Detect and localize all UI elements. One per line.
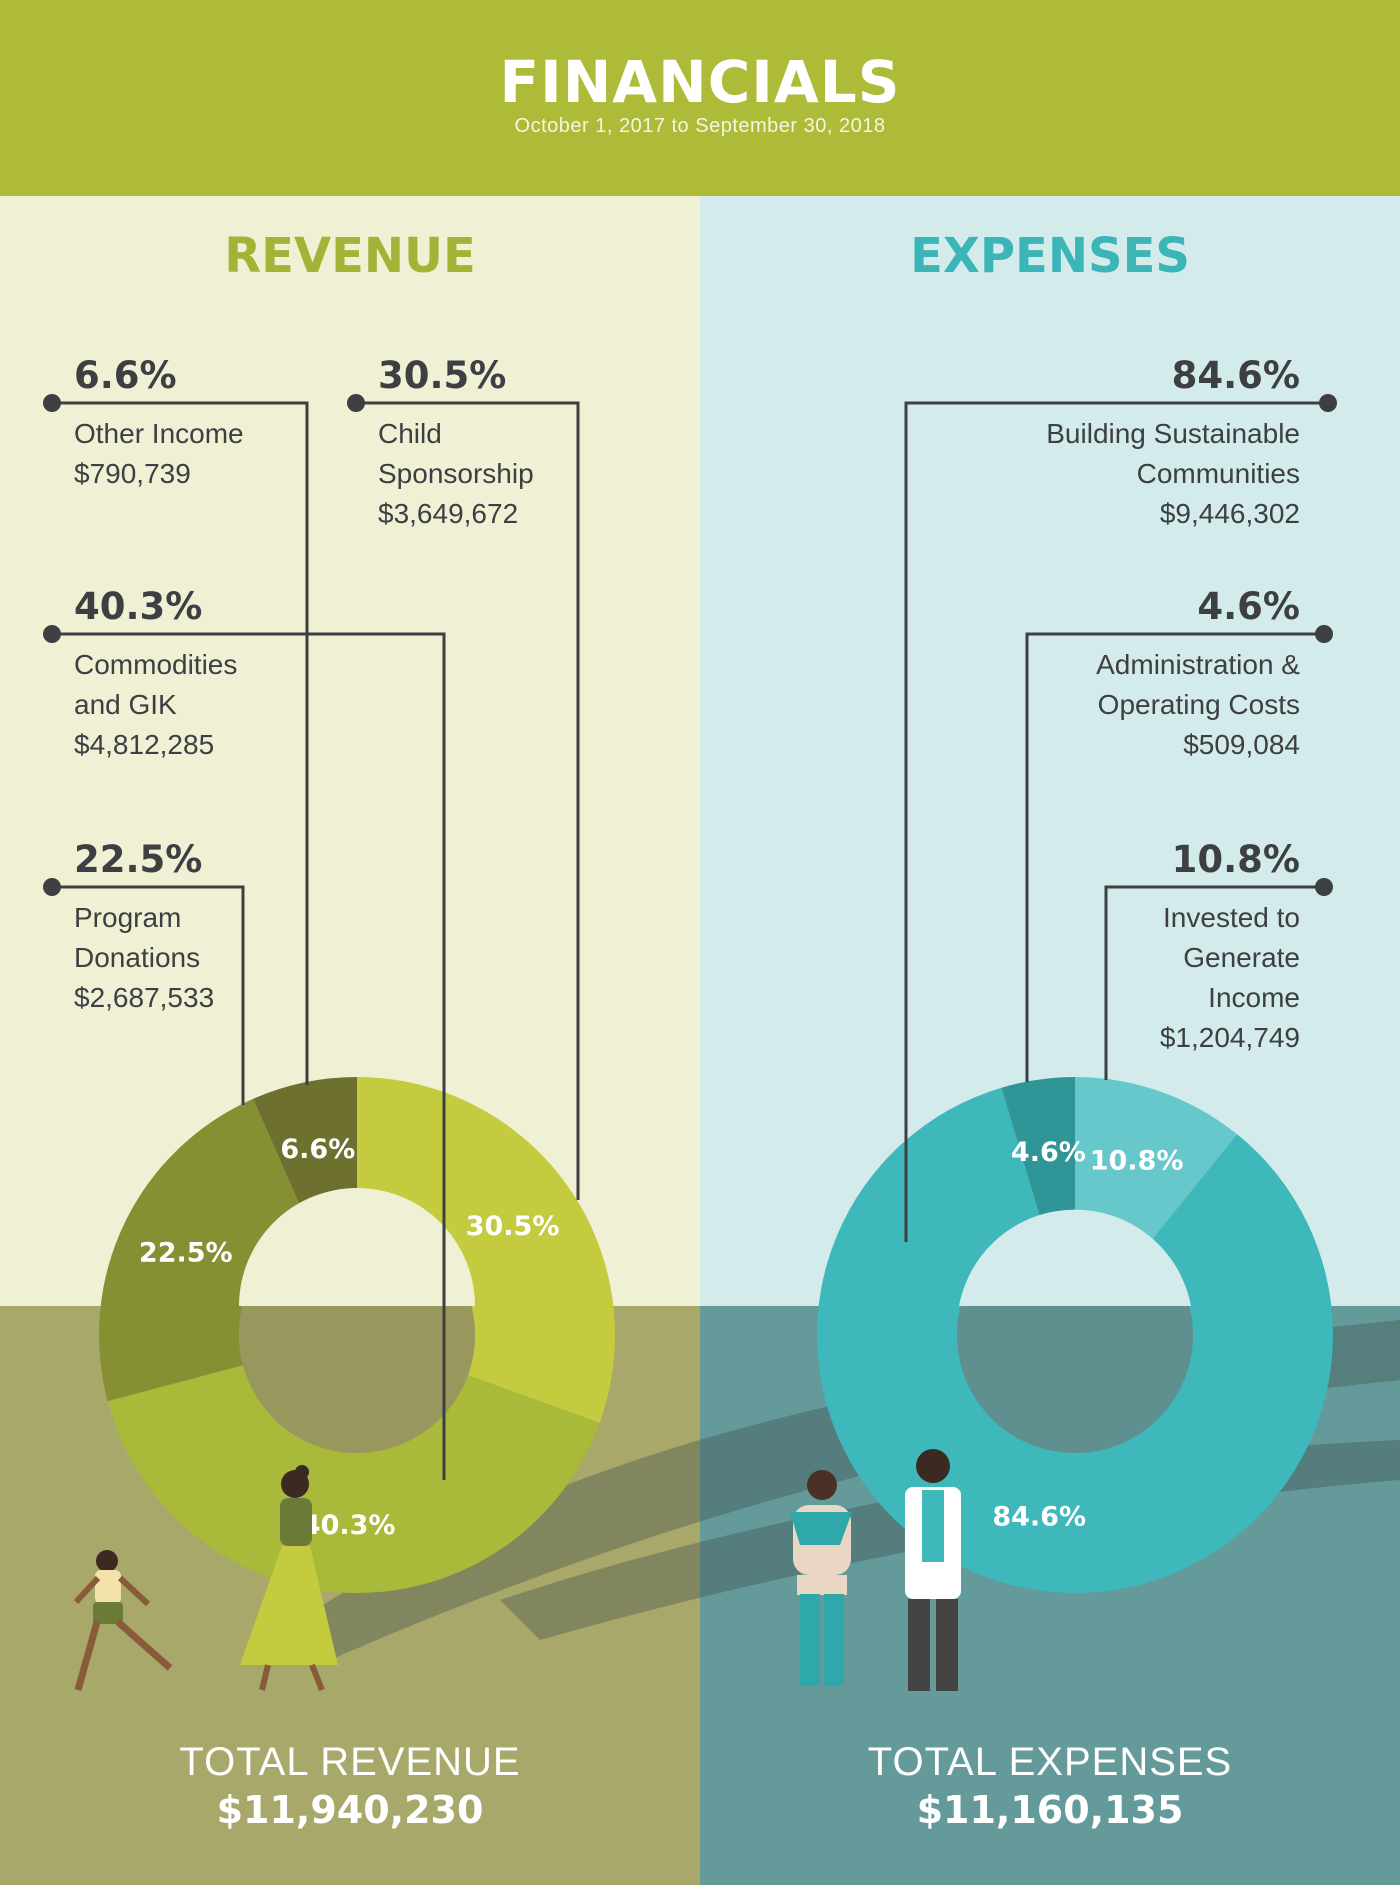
revenue-donut-chart: 30.5% 40.3% 22.5% 6.6% xyxy=(98,1077,616,1593)
header-banner xyxy=(0,0,1400,196)
revenue-child-sponsorship-leader xyxy=(356,401,580,1200)
revenue-other-income-pct: 6.6% xyxy=(74,354,177,397)
leader-dot-3 xyxy=(43,878,61,896)
revenue-title: REVENUE xyxy=(224,228,476,284)
revenue-program-donations-leader xyxy=(52,885,245,1105)
total-revenue-value: $11,940,230 xyxy=(216,1788,484,1832)
revenue-program-donations-pct: 22.5% xyxy=(74,838,203,881)
page-title: FINANCIALS xyxy=(499,48,901,116)
revenue-slice-0 xyxy=(357,1077,616,1423)
mother-with-baby-illustration xyxy=(790,1470,852,1686)
revenue-commodities-pct: 40.3% xyxy=(74,585,203,628)
revenue-other-income-label: Other Income $790,739 xyxy=(74,418,244,489)
revenue-child-sponsorship-pct: 30.5% xyxy=(378,354,507,397)
revenue-slice-2 xyxy=(98,1098,310,1402)
expenses-administration-label: Administration & Operating Costs $509,084 xyxy=(1096,649,1300,760)
revenue-hole-upper xyxy=(239,1188,475,1306)
revenue-program-donations-label: Program Donations $2,687,533 xyxy=(74,902,215,1013)
revenue-slice-3 xyxy=(252,1077,357,1228)
expenses-invested-leader xyxy=(1104,885,1324,1080)
revenue-commodities-leader xyxy=(52,632,446,1480)
revenue-slice-1 xyxy=(107,1365,600,1593)
expenses-hole-upper xyxy=(959,1209,1191,1306)
leader-dot-0 xyxy=(43,394,61,412)
expenses-administration-leader xyxy=(1025,632,1324,1082)
revenue-slice-label-0: 30.5% xyxy=(466,1211,560,1242)
expenses-building-communities-pct: 84.6% xyxy=(1171,354,1300,397)
expenses-invested-label: Invested to Generate Income $1,204,749 xyxy=(1159,902,1300,1053)
expenses-slice-2 xyxy=(1001,1077,1075,1222)
expenses-slice-label-2: 4.6% xyxy=(1011,1137,1086,1168)
total-expenses-label: TOTAL EXPENSES xyxy=(867,1740,1233,1784)
total-revenue-label: TOTAL REVENUE xyxy=(179,1740,521,1784)
running-child-illustration xyxy=(73,1550,173,1691)
revenue-other-income-leader xyxy=(52,401,309,1085)
expenses-donut-chart: 10.8% 84.6% 4.6% xyxy=(816,1077,1333,1594)
leader-dot-5 xyxy=(1315,625,1333,643)
leader-dot-6 xyxy=(1315,878,1333,896)
walking-woman-illustration xyxy=(240,1465,338,1692)
expenses-invested-pct: 10.8% xyxy=(1171,838,1300,881)
leader-dot-4 xyxy=(1319,394,1337,412)
leader-dot-1 xyxy=(347,394,365,412)
revenue-child-sponsorship-label: Child Sponsorship $3,649,672 xyxy=(378,418,534,529)
revenue-commodities-label: Commodities and GIK $4,812,285 xyxy=(74,649,238,760)
total-expenses-value: $11,160,135 xyxy=(916,1788,1184,1832)
expenses-slice-label-0: 10.8% xyxy=(1090,1146,1184,1177)
leader-lines xyxy=(43,394,1337,1480)
expenses-title: EXPENSES xyxy=(910,228,1190,284)
revenue-slice-label-3: 6.6% xyxy=(280,1134,355,1165)
expenses-building-communities-leader xyxy=(904,401,1328,1242)
expenses-administration-pct: 4.6% xyxy=(1197,585,1300,628)
expenses-slice-0 xyxy=(1075,1077,1237,1244)
revenue-slice-label-2: 22.5% xyxy=(139,1238,233,1269)
doctor-illustration xyxy=(905,1449,961,1691)
revenue-slice-label-1: 40.3% xyxy=(302,1510,396,1541)
page-subtitle: October 1, 2017 to September 30, 2018 xyxy=(514,115,886,137)
expenses-building-communities-label: Building Sustainable Communities $9,446,30… xyxy=(1046,418,1300,529)
expenses-slice-label-1: 84.6% xyxy=(992,1502,1086,1533)
leader-dot-2 xyxy=(43,625,61,643)
